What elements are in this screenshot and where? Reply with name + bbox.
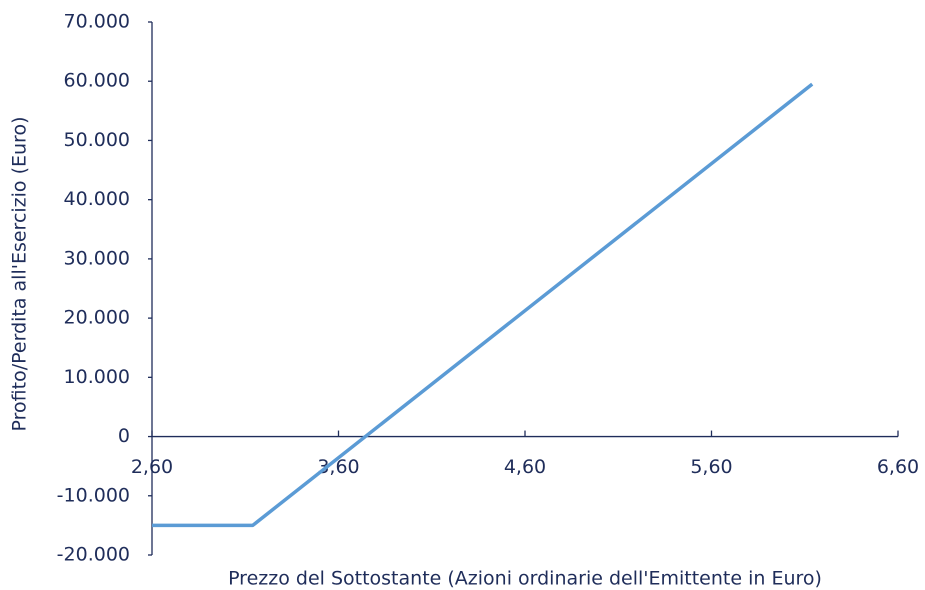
x-tick-label: 2,60: [131, 456, 173, 478]
y-axis-title: Profito/Perdita all'Esercizio (Euro): [9, 117, 31, 432]
x-tick-label: 6,60: [877, 456, 919, 478]
y-tick-label: -20.000: [57, 544, 130, 566]
y-tick-label: 0: [118, 425, 130, 447]
x-tick-label: 3,60: [317, 456, 359, 478]
x-tick-label: 4,60: [504, 456, 546, 478]
y-tick-label: 70.000: [64, 11, 130, 33]
y-tick-label: 60.000: [64, 70, 130, 92]
y-tick-label: 50.000: [64, 129, 130, 151]
y-tick-label: 10.000: [64, 366, 130, 388]
y-tick-label: -10.000: [57, 484, 130, 506]
x-tick-label: 5,60: [690, 456, 732, 478]
y-tick-label: 40.000: [64, 188, 130, 210]
line-series: [152, 82, 814, 528]
x-axis-title: Prezzo del Sottostante (Azioni ordinarie…: [228, 568, 822, 590]
y-tick-label: 20.000: [64, 307, 130, 329]
y-tick-label: 30.000: [64, 247, 130, 269]
